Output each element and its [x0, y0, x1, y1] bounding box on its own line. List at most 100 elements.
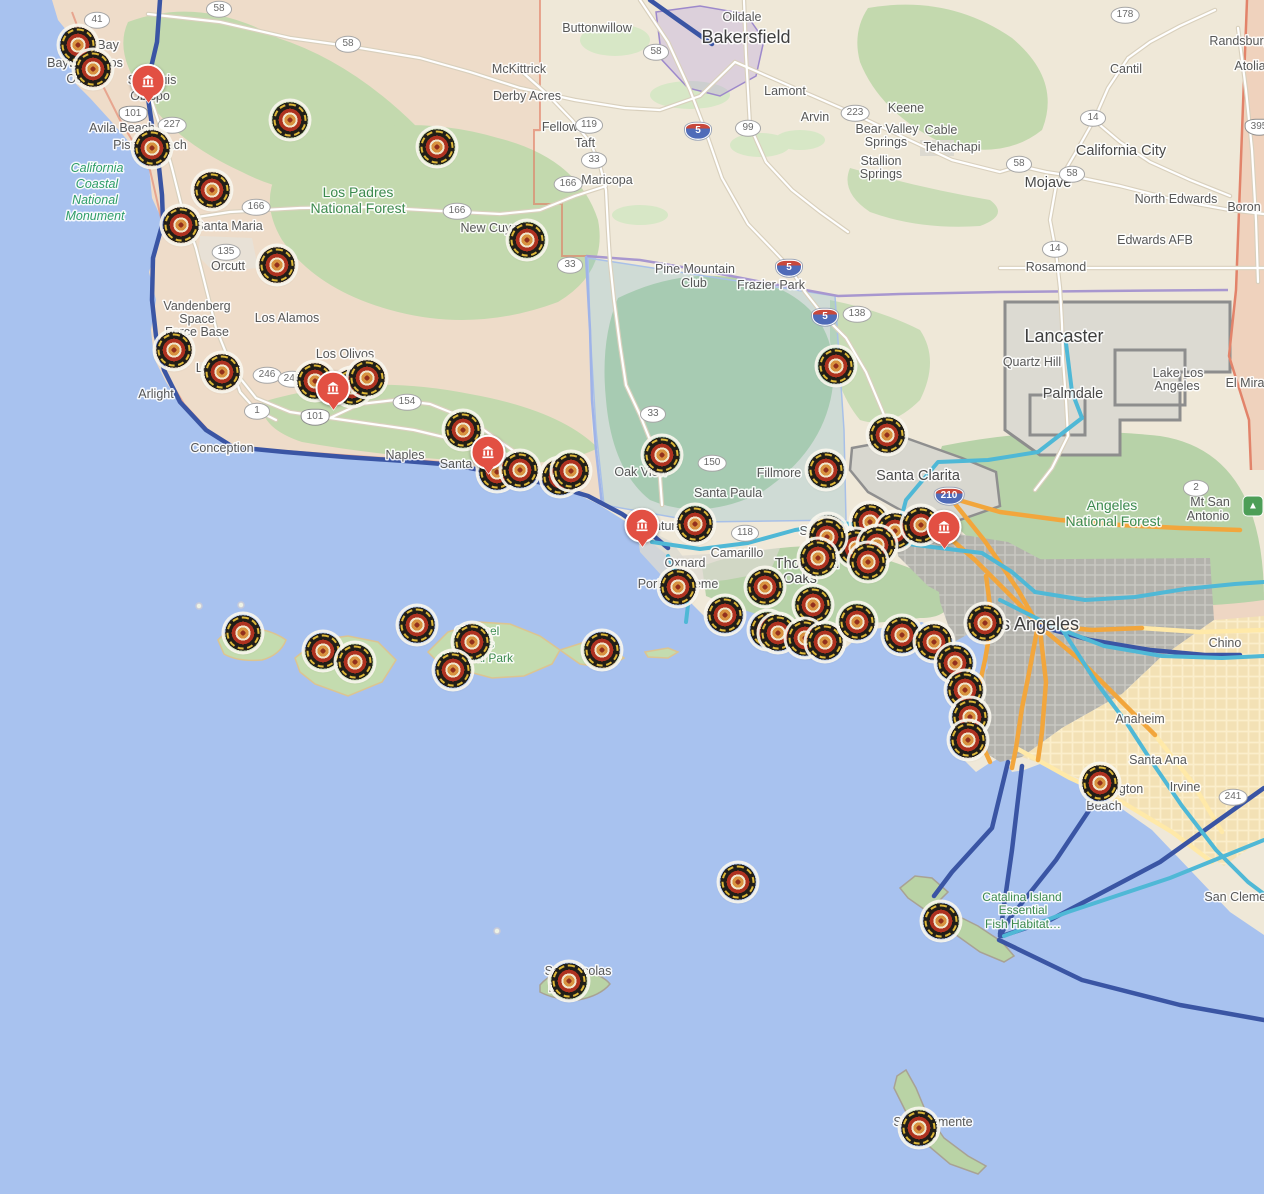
chumash-site-marker[interactable] [501, 451, 539, 489]
route-shield-166: 166 [553, 175, 583, 193]
route-shield-241: 241 [1218, 788, 1248, 806]
map-label-bear-valley: Bear Valley [856, 122, 920, 136]
map-label-los-padres: Los Padres [323, 184, 394, 200]
museum-marker[interactable] [315, 370, 351, 406]
map-label-derby-acres: Derby Acres [493, 89, 561, 103]
chumash-site-marker[interactable] [271, 101, 309, 139]
chumash-site-marker[interactable] [794, 586, 832, 624]
map-label-atolia: Atolia [1234, 59, 1264, 73]
chumash-site-marker[interactable] [453, 623, 491, 661]
chumash-site-marker[interactable] [162, 206, 200, 244]
chumash-site-marker[interactable] [849, 543, 887, 581]
map-label-springs: Springs [865, 135, 907, 149]
route-shield-14: 14 [1080, 109, 1106, 127]
route-shield-210: 210 [934, 487, 964, 505]
chumash-site-marker[interactable] [659, 568, 697, 606]
chumash-site-marker[interactable] [746, 568, 784, 606]
route-shield-33: 33 [640, 405, 666, 423]
chumash-site-marker[interactable] [418, 128, 456, 166]
chumash-site-marker[interactable] [348, 359, 386, 397]
map-label-angeles: Angeles [1087, 497, 1138, 513]
map-label-orcutt: Orcutt [211, 259, 246, 273]
chumash-site-marker[interactable] [949, 721, 987, 759]
chumash-site-marker[interactable] [336, 643, 374, 681]
map-label-fellows: Fellows [542, 120, 584, 134]
chumash-site-marker[interactable] [643, 436, 681, 474]
chumash-site-marker[interactable] [583, 631, 621, 669]
map-label-national-forest: National Forest [1066, 513, 1161, 529]
chumash-site-marker[interactable] [508, 221, 546, 259]
chumash-site-marker[interactable] [915, 623, 953, 661]
chumash-site-marker[interactable] [155, 331, 193, 369]
chumash-site-marker[interactable] [806, 623, 844, 661]
navy-cable-line[interactable] [997, 797, 1099, 939]
map-label-taft: Taft [575, 136, 596, 150]
chumash-site-marker[interactable] [304, 632, 342, 670]
museum-icon [142, 74, 154, 88]
route-shield-166: 166 [442, 202, 472, 220]
museum-marker[interactable] [130, 63, 166, 99]
chumash-site-marker[interactable] [807, 451, 845, 489]
map-label-santa-maria: Santa Maria [195, 219, 262, 233]
chumash-site-marker[interactable] [224, 614, 262, 652]
map-label-springs: Springs [860, 167, 902, 181]
chumash-site-marker[interactable] [900, 1109, 938, 1147]
chumash-site-marker[interactable] [817, 347, 855, 385]
route-shield-41: 41 [84, 11, 110, 29]
museum-marker[interactable] [926, 509, 962, 545]
chumash-site-marker[interactable] [922, 902, 960, 940]
teal-cable-line[interactable] [1002, 838, 1264, 938]
map-label-north-edwards: North Edwards [1135, 192, 1218, 206]
chumash-site-marker[interactable] [258, 246, 296, 284]
route-shield-101: 101 [118, 105, 148, 123]
navy-cable-line[interactable] [647, 0, 715, 47]
chumash-site-marker[interactable] [74, 50, 112, 88]
teal-cable-line[interactable] [1033, 580, 1264, 602]
route-shield-5: 5 [776, 259, 802, 277]
route-shield-2: 2 [1183, 479, 1209, 497]
chumash-site-marker[interactable] [706, 596, 744, 634]
chumash-site-marker[interactable] [868, 416, 906, 454]
peak-icon[interactable]: ▲ [1242, 495, 1264, 517]
chumash-site-marker[interactable] [434, 651, 472, 689]
map-label-boron: Boron [1227, 200, 1260, 214]
route-shield-150: 150 [697, 454, 727, 472]
map-label-angeles: Angeles [1154, 379, 1199, 393]
map-label-arvin: Arvin [801, 110, 830, 124]
navy-cable-line[interactable] [996, 937, 1264, 1023]
map-label-pine-mountain: Pine Mountain [655, 262, 735, 276]
map-label-avila-beach: Avila Beach [89, 121, 155, 135]
museum-marker[interactable] [624, 507, 660, 543]
map-label-frazier-park: Frazier Park [737, 278, 806, 292]
chumash-site-marker[interactable] [550, 962, 588, 1000]
teal-cable-line[interactable] [998, 598, 1264, 660]
route-shield-395: 395 [1244, 118, 1264, 136]
map-label-lamont: Lamont [764, 84, 806, 98]
route-shield-58: 58 [643, 43, 669, 61]
chumash-site-marker[interactable] [398, 606, 436, 644]
map-label-palmdale: Palmdale [1043, 386, 1103, 402]
teal-cable-line[interactable] [1058, 624, 1264, 896]
chumash-site-marker[interactable] [552, 452, 590, 490]
chumash-site-marker[interactable] [1081, 764, 1119, 802]
map-label-lake-los: Lake Los [1153, 366, 1204, 380]
chumash-site-marker[interactable] [799, 539, 837, 577]
museum-marker[interactable] [470, 434, 506, 470]
route-shield-154: 154 [392, 393, 422, 411]
chumash-site-marker[interactable] [719, 863, 757, 901]
chumash-site-marker[interactable] [133, 129, 171, 167]
chumash-site-marker[interactable] [676, 505, 714, 543]
chumash-site-marker[interactable] [193, 171, 231, 209]
chumash-site-marker[interactable] [203, 353, 241, 391]
navy-cable-line[interactable] [931, 759, 1011, 899]
map-label-los-alamos: Los Alamos [255, 311, 320, 325]
chumash-site-marker[interactable] [966, 604, 1004, 642]
route-shield-5: 5 [812, 308, 838, 326]
chumash-site-marker[interactable] [838, 603, 876, 641]
chumash-site-marker[interactable] [883, 616, 921, 654]
map-label-edwards-afb: Edwards AFB [1117, 233, 1193, 247]
map-label-national-forest: National Forest [311, 200, 406, 216]
navy-cable-line[interactable] [997, 763, 1025, 937]
map-label-maricopa: Maricopa [581, 173, 632, 187]
